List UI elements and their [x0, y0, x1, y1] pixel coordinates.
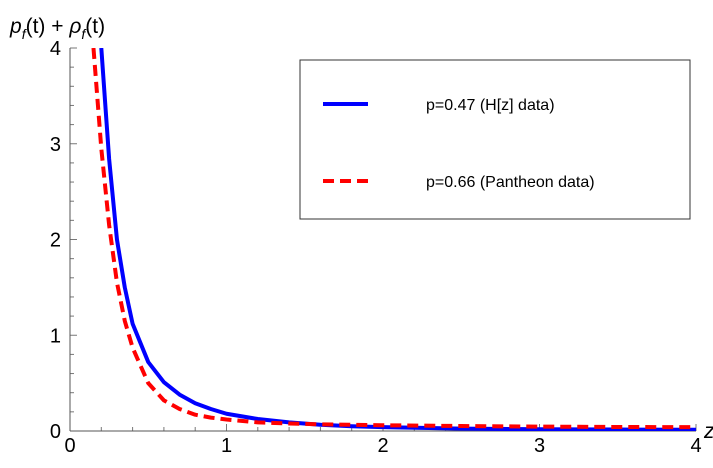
y-tick-label: 3: [50, 134, 61, 156]
x-tick-label: 3: [534, 435, 545, 457]
y-axis-title-rho-argument: (t): [85, 15, 105, 38]
legend-label-series-1: p=0.47 (H[z] data): [426, 97, 555, 114]
x-axis-title: z: [703, 420, 713, 443]
axis-tick-labels: 0 1 2 3 4 0 1 2 3 4: [50, 38, 702, 457]
x-tick-label: 2: [377, 435, 388, 457]
legend: p=0.47 (H[z] data) p=0.66 (Pantheon data…: [299, 59, 691, 220]
series-line-1: [99, 48, 696, 431]
y-axis-title-p: p: [9, 15, 22, 38]
legend-label-series-2: p=0.66 (Pantheon data): [426, 174, 595, 191]
y-tick-label: 0: [50, 421, 61, 443]
x-tick-label: 0: [64, 435, 75, 457]
series-layer: [91, 48, 696, 431]
y-axis-title-p-subscript: f: [22, 26, 28, 42]
x-tick-label: 4: [690, 435, 701, 457]
y-tick-label: 4: [50, 38, 61, 60]
y-axis-title: pf(t) + ρf(t): [9, 15, 105, 42]
y-tick-label: 2: [50, 230, 61, 252]
series-line-2: [91, 48, 696, 430]
legend-box: [299, 59, 691, 220]
y-tick-label: 1: [50, 325, 61, 347]
y-axis-title-rho-subscript: f: [81, 26, 87, 42]
y-axis-title-p-argument: (t) +: [26, 15, 70, 38]
y-axis-title-rho: ρ: [68, 15, 81, 38]
x-tick-label: 1: [221, 435, 232, 457]
